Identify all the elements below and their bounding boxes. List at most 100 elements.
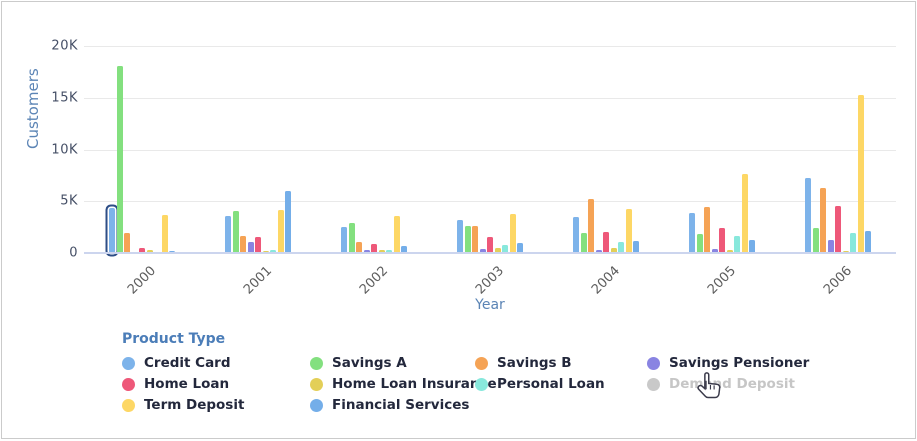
- legend-marker-dot: [122, 356, 135, 370]
- bar-savings-b-2005[interactable]: [704, 206, 710, 253]
- bar-home-loan-2002[interactable]: [371, 243, 377, 253]
- bar-savings-a-2003[interactable]: [464, 225, 471, 253]
- y-tick-label: 10K: [51, 142, 78, 157]
- bar-savings-b-2006[interactable]: [820, 188, 826, 253]
- bar-savings-pensioner-2006[interactable]: [827, 239, 834, 253]
- legend-label: Demand Deposit: [669, 376, 795, 392]
- bar-personal-loan-2003[interactable]: [502, 245, 508, 253]
- bar-savings-b-2004[interactable]: [588, 198, 594, 253]
- bar-group-2004: [548, 46, 664, 253]
- bar-credit-card-2005[interactable]: [689, 212, 695, 253]
- bar-savings-b-2001[interactable]: [240, 235, 246, 253]
- legend-label: Personal Loan: [497, 376, 605, 392]
- legend-marker-dot: [122, 377, 135, 391]
- legend-item-term-deposit[interactable]: Term Deposit: [122, 397, 310, 413]
- x-label-cell: 2004: [548, 255, 664, 297]
- bar-savings-pensioner-2005[interactable]: [711, 248, 718, 253]
- bar-home-loan-insurance-2002[interactable]: [378, 250, 385, 253]
- bar-home-loan-2001[interactable]: [255, 237, 261, 253]
- legend-marker-dot: [647, 377, 660, 391]
- bar-term-deposit-2002[interactable]: [393, 216, 400, 253]
- x-tick-label: 2003: [472, 263, 508, 298]
- bar-home-loan-2006[interactable]: [835, 205, 841, 253]
- legend-item-personal-loan[interactable]: Personal Loan: [475, 376, 647, 392]
- bar-personal-loan-2006[interactable]: [850, 233, 856, 253]
- x-label-cell: 2000: [84, 255, 200, 297]
- bar-savings-b-2000[interactable]: [124, 232, 130, 253]
- x-axis-title: Year: [475, 297, 505, 313]
- bar-savings-pensioner-2004[interactable]: [595, 249, 602, 253]
- bar-term-deposit-2000[interactable]: [161, 214, 168, 253]
- legend-label: Home Loan Insurance: [332, 376, 497, 392]
- bar-term-deposit-2005[interactable]: [741, 174, 748, 253]
- y-tick-label: 0: [69, 245, 78, 261]
- bar-home-loan-2000[interactable]: [139, 248, 145, 253]
- bar-group-2002: [316, 46, 432, 253]
- bar-credit-card-2002[interactable]: [341, 227, 347, 253]
- x-label-cell: 2001: [200, 255, 316, 297]
- bar-credit-card-2006[interactable]: [805, 178, 811, 253]
- bar-term-deposit-2004[interactable]: [625, 208, 632, 253]
- legend-item-savings-a[interactable]: Savings A: [310, 355, 475, 371]
- x-axis-labels: 2000 2001 2002 2003 2004 2005 2006: [84, 255, 896, 298]
- bar-credit-card-2001[interactable]: [225, 215, 231, 253]
- bar-financial-services-2006[interactable]: [865, 230, 871, 253]
- legend-item-credit-card[interactable]: Credit Card: [122, 355, 310, 371]
- bar-term-deposit-2006[interactable]: [857, 94, 864, 253]
- bar-savings-a-2000[interactable]: [116, 65, 123, 253]
- bar-savings-a-2002[interactable]: [348, 223, 355, 253]
- bar-personal-loan-2005[interactable]: [734, 235, 740, 253]
- bar-home-loan-2005[interactable]: [719, 227, 725, 253]
- legend-marker-dot: [475, 377, 488, 391]
- legend-item-savings-b[interactable]: Savings B: [475, 355, 647, 371]
- bar-groups: [84, 46, 896, 253]
- bar-financial-services-2004[interactable]: [633, 241, 639, 253]
- bar-personal-loan-2002[interactable]: [386, 249, 392, 253]
- bar-group-2005: [664, 46, 780, 253]
- bar-home-loan-insurance-2004[interactable]: [610, 247, 617, 253]
- bar-savings-pensioner-2002[interactable]: [363, 250, 370, 253]
- bar-financial-services-2002[interactable]: [401, 245, 407, 253]
- bar-savings-pensioner-2001[interactable]: [247, 241, 254, 253]
- x-tick-label: 2002: [356, 263, 392, 298]
- legend-item-savings-pensioner[interactable]: Savings Pensioner: [647, 355, 902, 371]
- legend-label: Home Loan: [144, 376, 230, 392]
- bar-group-2006: [780, 46, 896, 253]
- x-label-cell: 2005: [664, 255, 780, 297]
- bar-group-2001: [200, 46, 316, 253]
- x-label-cell: 2002: [316, 255, 432, 298]
- legend-item-home-loan[interactable]: Home Loan: [122, 376, 310, 392]
- bar-home-loan-2004[interactable]: [603, 231, 609, 253]
- bar-financial-services-2001[interactable]: [285, 190, 291, 253]
- plot-area: [84, 46, 896, 254]
- bar-savings-a-2004[interactable]: [580, 232, 587, 253]
- bar-savings-a-2001[interactable]: [232, 211, 239, 253]
- bar-personal-loan-2001[interactable]: [270, 249, 276, 253]
- y-axis-labels: 20K 15K 10K 5K 0: [2, 39, 78, 261]
- bar-term-deposit-2003[interactable]: [509, 213, 516, 253]
- bar-savings-a-2005[interactable]: [696, 233, 703, 253]
- x-tick-label: 2006: [820, 263, 856, 298]
- bar-group-2000: [84, 46, 200, 253]
- legend-item-home-loan-insurance[interactable]: Home Loan Insurance: [310, 376, 497, 392]
- bar-savings-pensioner-2003[interactable]: [479, 248, 486, 253]
- bar-home-loan-insurance-2003[interactable]: [494, 247, 501, 253]
- bar-home-loan-insurance-2001[interactable]: [262, 250, 269, 253]
- bar-savings-b-2003[interactable]: [472, 225, 478, 253]
- legend-item-financial-services[interactable]: Financial Services: [310, 397, 475, 413]
- legend-marker-dot: [310, 377, 323, 391]
- bar-credit-card-2003[interactable]: [457, 220, 463, 253]
- bar-personal-loan-2004[interactable]: [618, 242, 624, 253]
- bar-home-loan-2003[interactable]: [487, 237, 493, 253]
- bar-home-loan-insurance-2000[interactable]: [146, 250, 153, 253]
- bar-savings-a-2006[interactable]: [812, 227, 819, 253]
- bar-home-loan-insurance-2005[interactable]: [726, 249, 733, 253]
- bar-financial-services-2005[interactable]: [749, 239, 755, 253]
- bar-credit-card-2004[interactable]: [573, 216, 579, 253]
- bar-credit-card-2000[interactable]: [109, 207, 115, 253]
- bar-savings-b-2002[interactable]: [356, 241, 362, 253]
- legend-item-demand-deposit[interactable]: Demand Deposit: [647, 376, 902, 392]
- bar-term-deposit-2001[interactable]: [277, 209, 284, 253]
- legend-label: Term Deposit: [144, 397, 245, 413]
- bar-financial-services-2003[interactable]: [517, 242, 523, 253]
